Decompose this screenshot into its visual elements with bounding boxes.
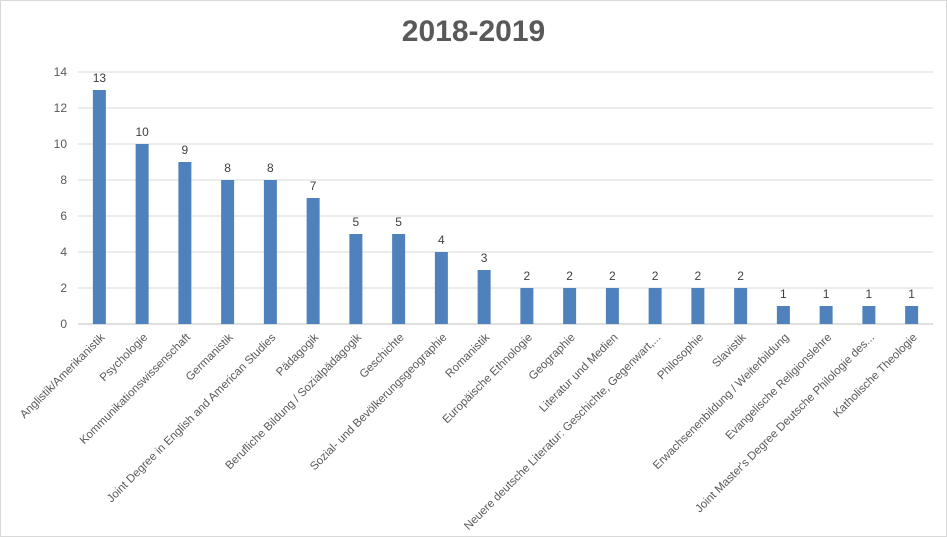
data-label: 2 bbox=[524, 269, 531, 283]
data-label: 1 bbox=[823, 287, 830, 301]
bar bbox=[306, 198, 320, 324]
bars bbox=[92, 90, 919, 324]
bar bbox=[349, 234, 363, 324]
data-labels: 13 10 9 8 8 7 5 5 4 3 2 2 2 2 2 2 1 1 1 1 bbox=[93, 71, 916, 301]
bar bbox=[221, 180, 235, 324]
bar bbox=[135, 144, 149, 324]
data-label: 7 bbox=[310, 179, 317, 193]
bar bbox=[734, 288, 748, 324]
bar bbox=[862, 306, 876, 324]
data-label: 5 bbox=[353, 215, 360, 229]
y-tick-label: 2 bbox=[60, 281, 67, 295]
bar bbox=[178, 162, 192, 324]
category-label: Katholische Theologie bbox=[831, 332, 919, 420]
data-label: 13 bbox=[93, 71, 107, 85]
category-label: Philosophie bbox=[655, 332, 706, 383]
data-label: 1 bbox=[908, 287, 915, 301]
bar bbox=[92, 90, 106, 324]
data-label: 2 bbox=[566, 269, 573, 283]
y-tick-label: 0 bbox=[60, 317, 67, 331]
bar bbox=[648, 288, 662, 324]
data-label: 5 bbox=[395, 215, 402, 229]
data-label: 9 bbox=[182, 143, 189, 157]
bar bbox=[605, 288, 619, 324]
category-label: Europäische Ethnologie bbox=[441, 332, 535, 426]
bar bbox=[392, 234, 406, 324]
chart-title: 2018-2019 bbox=[401, 15, 546, 48]
data-label: 2 bbox=[737, 269, 744, 283]
data-label: 8 bbox=[224, 161, 231, 175]
y-tick-label: 4 bbox=[60, 245, 67, 259]
bar bbox=[263, 180, 277, 324]
data-label: 10 bbox=[135, 125, 149, 139]
gridlines bbox=[78, 71, 933, 325]
data-label: 3 bbox=[481, 251, 488, 265]
data-label: 8 bbox=[267, 161, 274, 175]
bar bbox=[776, 306, 790, 324]
data-label: 2 bbox=[695, 269, 702, 283]
data-label: 1 bbox=[866, 287, 873, 301]
category-label: Slavistik bbox=[710, 331, 748, 369]
y-axis: 0 2 4 6 8 10 12 14 bbox=[54, 65, 68, 331]
data-label: 2 bbox=[609, 269, 616, 283]
y-tick-label: 14 bbox=[54, 65, 68, 79]
bar bbox=[477, 270, 491, 324]
x-axis: Anglistik/AmerikanistikPsychologieKommun… bbox=[18, 331, 920, 533]
bar bbox=[520, 288, 534, 324]
bar bbox=[434, 252, 448, 324]
y-tick-label: 12 bbox=[54, 101, 68, 115]
category-label: Anglistik/Amerikanistik bbox=[18, 331, 108, 421]
category-label: Neuere deutsche Literatur: Geschichte, G… bbox=[462, 332, 663, 533]
data-label: 4 bbox=[438, 233, 445, 247]
bar bbox=[691, 288, 705, 324]
y-tick-label: 10 bbox=[54, 137, 68, 151]
y-tick-label: 8 bbox=[60, 173, 67, 187]
data-label: 1 bbox=[780, 287, 787, 301]
bar bbox=[819, 306, 833, 324]
bar bbox=[905, 306, 919, 324]
y-tick-label: 6 bbox=[60, 209, 67, 223]
category-label: Literatur und Medien bbox=[537, 332, 620, 415]
bar bbox=[563, 288, 577, 324]
data-label: 2 bbox=[652, 269, 659, 283]
